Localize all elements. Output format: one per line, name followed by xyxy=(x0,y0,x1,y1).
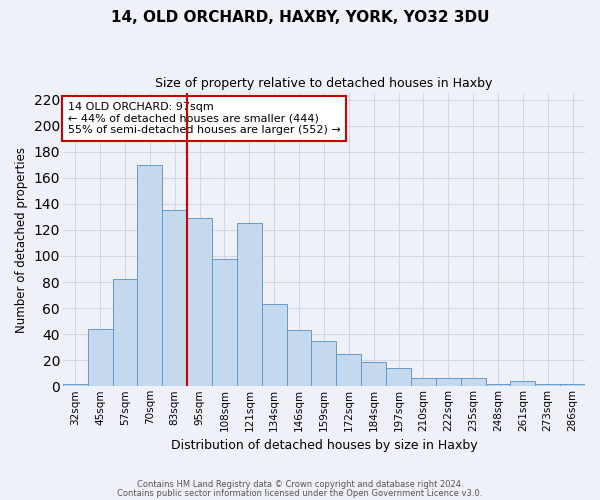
Bar xyxy=(113,280,137,386)
Bar xyxy=(311,340,337,386)
Bar xyxy=(287,330,311,386)
Bar xyxy=(361,362,386,386)
Y-axis label: Number of detached properties: Number of detached properties xyxy=(15,146,28,332)
Text: 14, OLD ORCHARD, HAXBY, YORK, YO32 3DU: 14, OLD ORCHARD, HAXBY, YORK, YO32 3DU xyxy=(111,10,489,25)
Bar xyxy=(560,384,585,386)
Bar xyxy=(436,378,461,386)
Bar xyxy=(511,381,535,386)
Bar xyxy=(411,378,436,386)
Bar xyxy=(88,329,113,386)
Bar xyxy=(535,384,560,386)
Bar xyxy=(262,304,287,386)
Bar xyxy=(63,384,88,386)
Text: 14 OLD ORCHARD: 97sqm
← 44% of detached houses are smaller (444)
55% of semi-det: 14 OLD ORCHARD: 97sqm ← 44% of detached … xyxy=(68,102,341,135)
Bar xyxy=(137,164,162,386)
Bar xyxy=(337,354,361,386)
Text: Contains HM Land Registry data © Crown copyright and database right 2024.: Contains HM Land Registry data © Crown c… xyxy=(137,480,463,489)
Bar xyxy=(237,224,262,386)
Bar xyxy=(212,258,237,386)
Bar xyxy=(485,384,511,386)
Title: Size of property relative to detached houses in Haxby: Size of property relative to detached ho… xyxy=(155,78,493,90)
Bar xyxy=(187,218,212,386)
Bar xyxy=(461,378,485,386)
Text: Contains public sector information licensed under the Open Government Licence v3: Contains public sector information licen… xyxy=(118,489,482,498)
Bar xyxy=(386,368,411,386)
X-axis label: Distribution of detached houses by size in Haxby: Distribution of detached houses by size … xyxy=(170,440,477,452)
Bar xyxy=(162,210,187,386)
